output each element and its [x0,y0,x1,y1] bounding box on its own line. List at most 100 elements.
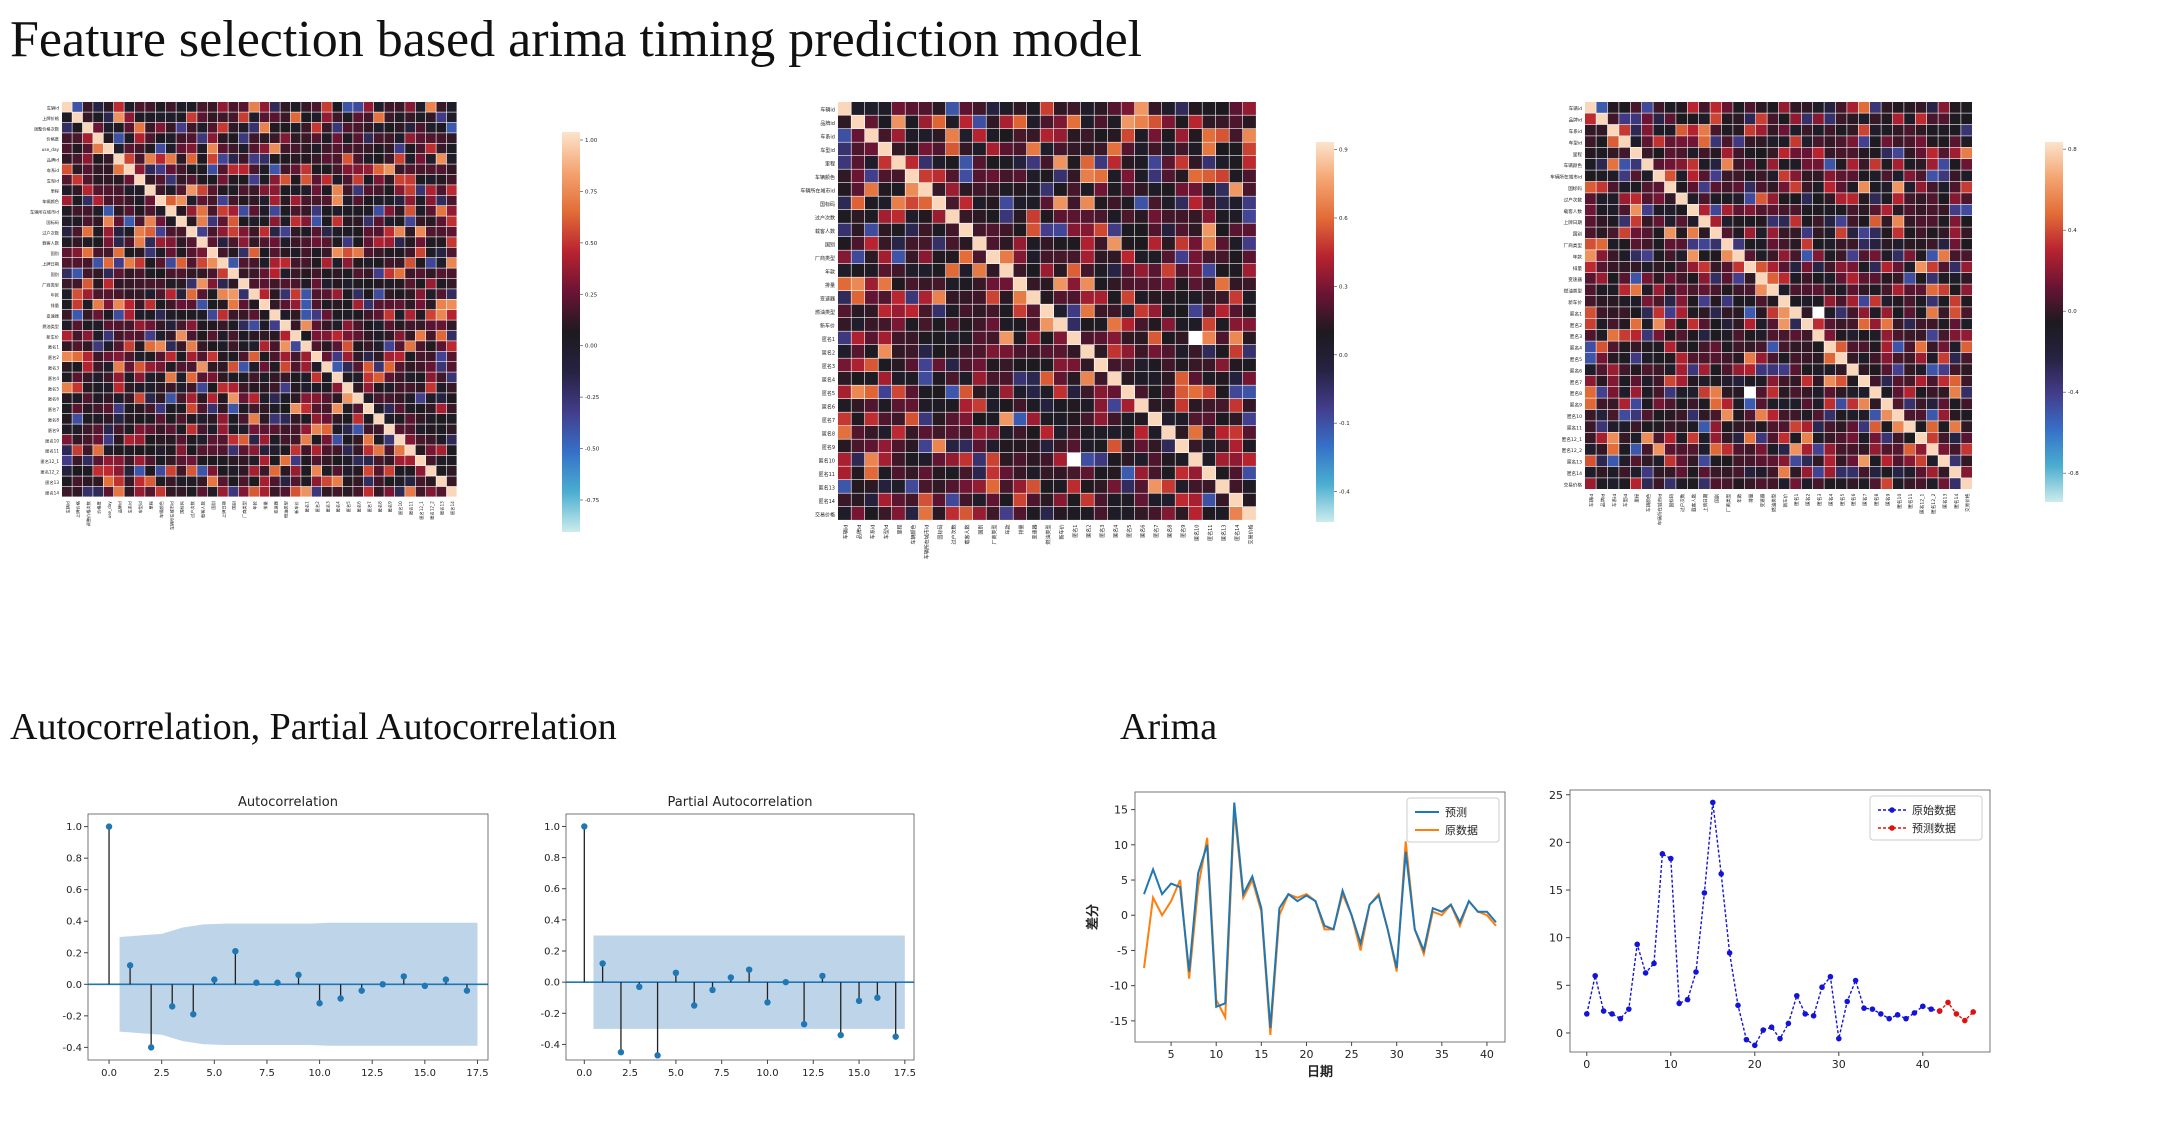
heatmap-cell [1813,455,1824,467]
heatmap-cell [207,393,218,403]
heatmap-cell [415,278,426,289]
heatmap-row-label: 匿名11 [45,448,59,455]
heatmap-cell [93,486,103,497]
heatmap-cell [1881,113,1893,125]
heatmap-cell [228,476,239,487]
heatmap-cell [1847,387,1858,398]
heatmap-cell [207,143,218,154]
x-tick-label: 30 [1390,1048,1404,1061]
heatmap-cell [1824,124,1836,136]
heatmap-cell [865,291,878,304]
heatmap-cell [1596,409,1608,421]
original-point [1861,1005,1867,1011]
heatmap-cell [394,154,405,164]
heatmap-cell [446,206,457,216]
heatmap-cell [62,424,72,435]
heatmap-cell [905,142,919,156]
heatmap-cell [436,466,447,476]
heatmap-cell [1243,358,1256,372]
heatmap-cell [436,258,447,268]
heatmap-cell [1229,453,1243,466]
heatmap-cell [1961,341,1972,353]
heatmap-cell [155,341,166,351]
heatmap-col-label: 匿名3 [1816,494,1823,506]
heatmap-cell [865,142,878,156]
heatmap-cell [415,195,426,206]
heatmap-cell [145,216,155,227]
heatmap-cell [353,310,363,320]
heatmap-cell [1040,277,1054,291]
heatmap-cell [1108,102,1121,115]
heatmap-cell [436,122,447,133]
heatmap-cell [436,320,447,331]
heatmap-cell [1135,480,1148,493]
heatmap-cell [322,174,332,185]
heatmap-cell [176,164,187,175]
heatmap-cell [1881,295,1893,307]
heatmap-cell [892,453,905,466]
heatmap-cell [1824,181,1836,193]
heatmap-cell [270,164,280,175]
heatmap-cell [1915,238,1927,250]
heatmap-cell [1000,385,1013,399]
heatmap-cell [1653,136,1665,147]
heatmap-cell [197,434,207,445]
heatmap-cell [1881,136,1893,147]
heatmap-cell [311,206,322,216]
heatmap-cell [353,289,363,299]
heatmap-cell [1676,147,1687,159]
heatmap-cell [1630,102,1642,113]
heatmap-cell [1847,444,1858,455]
x-tick-label: 10.0 [308,1068,330,1079]
heatmap-cell [986,345,1000,358]
heatmap-cell [1175,291,1189,304]
heatmap-cell [1824,444,1836,455]
heatmap-cell [134,403,145,414]
heatmap-cell [1000,277,1013,291]
heatmap-cell [1904,216,1915,227]
heatmap-cell [892,250,905,264]
heatmap-cell [1710,147,1722,159]
heatmap-cell [1858,466,1870,478]
heatmap-cell [342,195,353,206]
heatmap-cell [1938,455,1950,467]
heatmap-cell [1915,284,1927,296]
heatmap-cell [1949,364,1961,375]
heatmap-cell [973,412,986,426]
heatmap-cell [1148,291,1162,304]
heatmap-cell [415,216,426,227]
heatmap-cell [1835,193,1847,204]
heatmap-cell [280,486,291,497]
heatmap-cell [1216,277,1229,291]
heatmap-cell [218,455,228,466]
heatmap-cell [332,434,343,445]
heatmap-row-label: 国别 [825,242,835,249]
heatmap-cell [1054,223,1067,237]
heatmap-cell [932,493,946,507]
heatmap-cell [72,393,83,403]
heatmap-cell [332,216,343,227]
heatmap-cell [228,164,239,175]
heatmap-cell [1202,223,1216,237]
heatmap-cell [1676,136,1687,147]
heatmap-cell [878,277,892,291]
heatmap-row-label: 匿名7 [822,417,835,424]
heatmap-cell [72,247,83,258]
heatmap-col-label: 燃油类型 [1045,525,1052,545]
heatmap-cell [374,330,384,341]
heatmap-cell [155,258,166,268]
heatmap-cell [1135,399,1148,412]
heatmap-cell [851,493,865,507]
heatmap-cell [1699,455,1710,467]
heatmap-cell [1175,466,1189,480]
heatmap-cell [1881,375,1893,387]
heatmap-cell [1121,318,1135,331]
heatmap-cell [62,154,72,164]
heatmap-cell [374,393,384,403]
heatmap-cell [322,455,332,466]
heatmap-cell [93,445,103,455]
heatmap-cell [1847,193,1858,204]
heatmap-cell [124,258,135,268]
heatmap-cell [103,414,114,424]
heatmap-cell [166,206,176,216]
